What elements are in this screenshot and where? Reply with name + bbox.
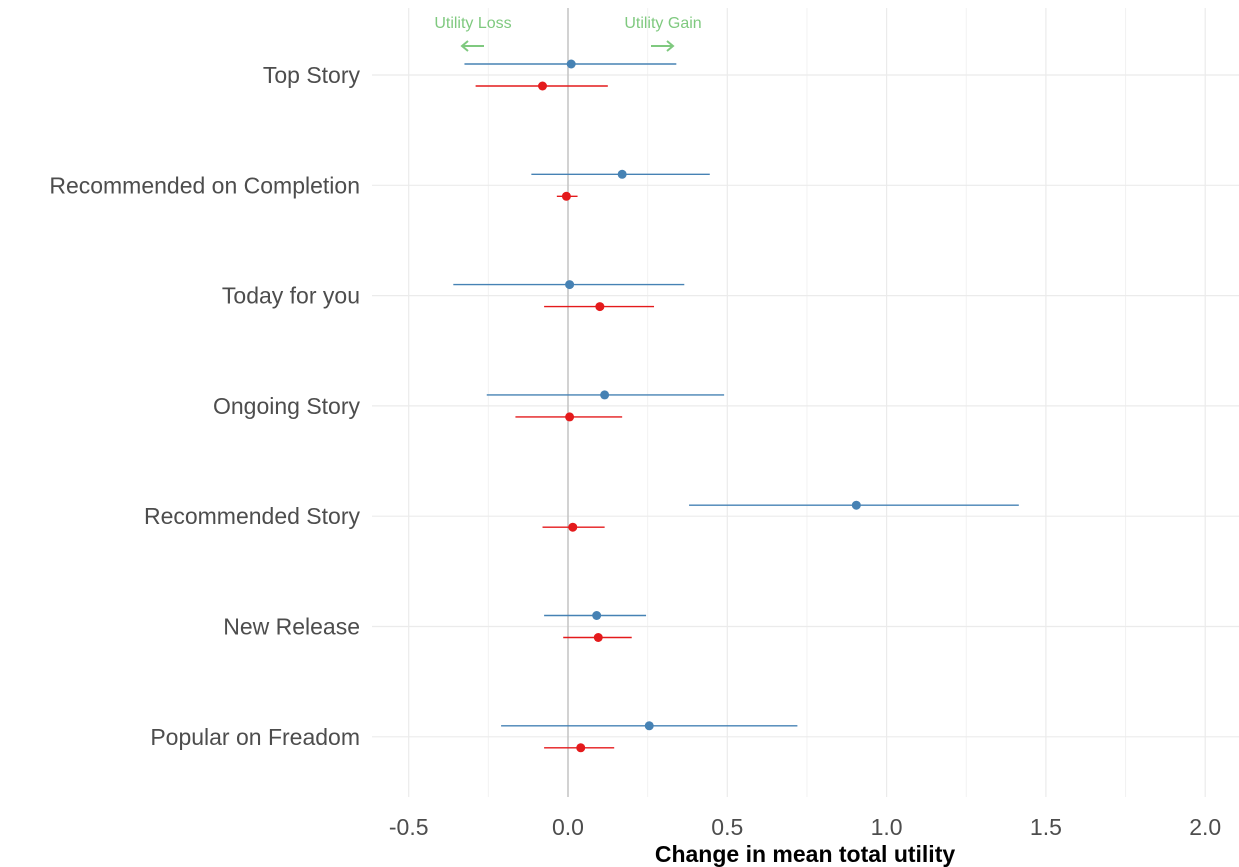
point-estimate (576, 743, 586, 753)
point-estimate (595, 302, 605, 312)
x-axis-title: Change in mean total utility (655, 841, 956, 867)
grid (372, 8, 1239, 797)
point-estimate (600, 390, 610, 400)
x-tick-label: 0.0 (552, 814, 584, 840)
category-label: Ongoing Story (213, 393, 361, 419)
series-blue (453, 59, 1019, 731)
point-estimate (568, 522, 578, 532)
x-tick-labels: -0.5 0.0 0.5 1.0 1.5 2.0 (389, 814, 1221, 840)
annotations: Utility Loss Utility Gain (434, 15, 702, 52)
point-estimate (593, 633, 603, 642)
point-estimate (644, 721, 654, 731)
x-tick-label: 2.0 (1189, 814, 1221, 840)
point-estimate (617, 169, 627, 179)
category-labels: Top Story Recommended on Completion Today … (49, 62, 360, 750)
utility-gain-annotation: Utility Gain (624, 15, 701, 32)
category-label: Top Story (263, 62, 361, 88)
point-estimate (592, 611, 602, 620)
x-tick-label: 1.5 (1030, 814, 1062, 840)
point-estimate (565, 280, 575, 290)
category-label: Popular on Freadom (150, 724, 360, 750)
x-tick-label: 0.5 (711, 814, 743, 840)
category-label: Recommended on Completion (49, 172, 360, 198)
point-estimate (566, 59, 576, 69)
point-estimate (565, 412, 575, 422)
point-estimate (561, 191, 571, 201)
x-tick-label: 1.0 (871, 814, 903, 840)
x-tick-label: -0.5 (389, 814, 429, 840)
point-estimate (538, 81, 548, 91)
series (453, 59, 1019, 753)
left-arrow-head-icon (460, 40, 469, 52)
right-arrow-head-icon (666, 40, 675, 52)
utility-loss-annotation: Utility Loss (434, 15, 511, 32)
point-estimate (851, 500, 861, 510)
series-red (475, 81, 655, 753)
category-label: New Release (223, 614, 360, 640)
category-label: Recommended Story (144, 503, 361, 529)
category-label: Today for you (222, 283, 360, 309)
